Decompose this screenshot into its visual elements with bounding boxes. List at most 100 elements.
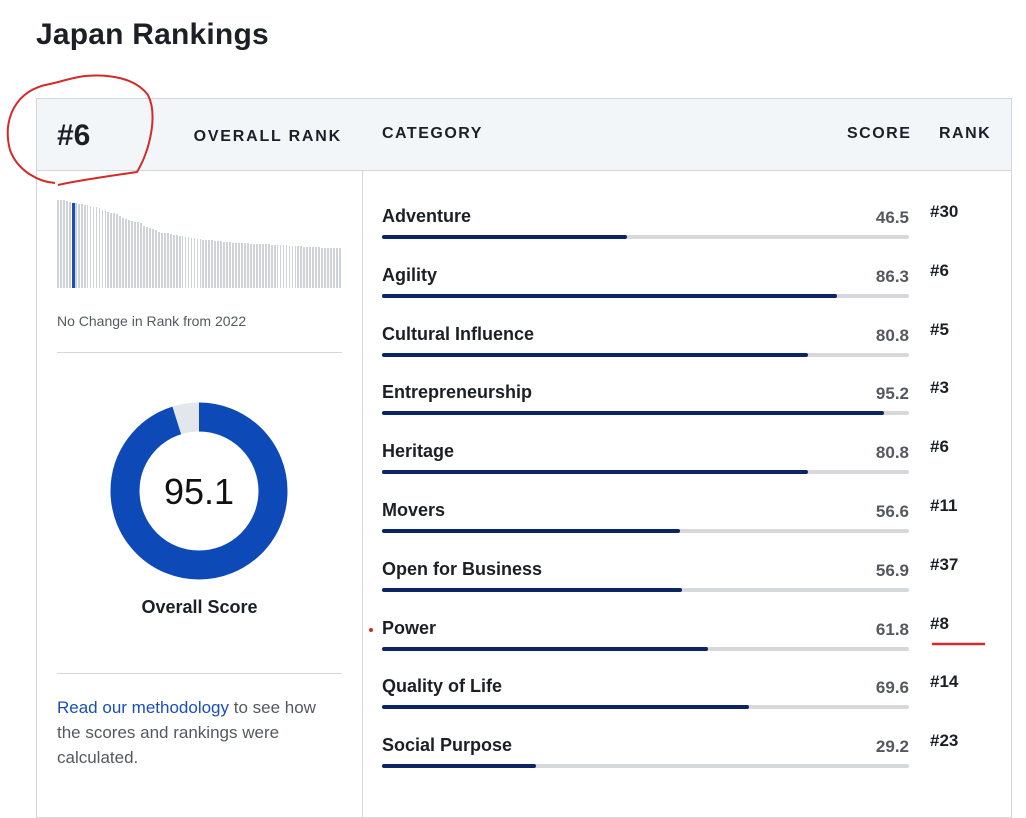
sparkline-bar xyxy=(276,244,279,288)
category-score: 80.8 xyxy=(875,325,909,345)
category-rank: #6 xyxy=(930,437,949,457)
sparkline-bar xyxy=(92,207,95,288)
page-title: Japan Rankings xyxy=(36,18,269,51)
sparkline-bar xyxy=(110,213,113,288)
methodology-text: to see how the scores and rankings were … xyxy=(57,698,316,767)
sparkline-bar xyxy=(336,248,338,288)
score-bar-track xyxy=(382,705,909,710)
sparkline-bar xyxy=(294,245,297,288)
category-name: Adventure xyxy=(382,206,472,226)
overall-score-value: 95.1 xyxy=(163,471,235,512)
score-bar-fill xyxy=(382,352,808,357)
sparkline-bar xyxy=(202,239,205,288)
sparkline-bar-highlight xyxy=(71,202,75,288)
sparkline-bar xyxy=(241,243,243,288)
score-bar-track xyxy=(382,587,909,592)
rank-distribution-sparkline xyxy=(57,200,342,288)
sparkline-bar xyxy=(119,215,122,288)
category-row: Social Purpose 29.2 #23 xyxy=(382,731,1002,785)
score-bar-fill xyxy=(382,646,708,651)
sparkline-bar xyxy=(205,239,208,288)
overall-rank-value: #6 xyxy=(57,119,91,152)
sparkline-bar xyxy=(154,229,157,288)
donut-fill xyxy=(110,402,288,580)
sparkline-bar xyxy=(267,244,270,288)
sparkline-bar xyxy=(339,248,341,288)
score-bar-track xyxy=(382,646,909,651)
sparkline-bar xyxy=(232,243,234,288)
sparkline-bar xyxy=(193,237,196,288)
sparkline-bar xyxy=(131,221,134,288)
sparkline-bar xyxy=(184,236,187,288)
category-rank: #11 xyxy=(930,496,958,515)
category-rank: #5 xyxy=(930,319,949,339)
sparkline-bar xyxy=(104,210,107,288)
category-name: Open for Business xyxy=(382,558,543,579)
category-rank: #30 xyxy=(930,202,959,221)
score-bar-fill xyxy=(382,470,808,475)
sparkline-bar xyxy=(273,244,276,288)
sparkline-bar xyxy=(318,246,321,288)
methodology-link[interactable]: Read our methodology xyxy=(57,698,230,717)
sparkline-bar xyxy=(181,236,184,288)
category-row: Quality of Life 69.6 #14 xyxy=(382,672,1002,726)
sparkline-bar xyxy=(255,244,258,288)
category-rank: #3 xyxy=(930,378,949,398)
score-bar-fill xyxy=(382,705,749,710)
sparkline-bar xyxy=(163,233,166,288)
score-bar-fill xyxy=(382,529,681,533)
score-bar-fill xyxy=(382,587,682,592)
sparkline-bar xyxy=(125,219,128,288)
sparkline-bar xyxy=(199,238,202,288)
category-name: Agility xyxy=(382,264,438,285)
sparkline-bar xyxy=(333,248,335,288)
category-row: Cultural Influence 80.8 #5 xyxy=(382,320,1002,374)
score-bar-track xyxy=(382,235,909,239)
category-row: Movers 56.6 #11 xyxy=(382,496,1002,550)
sparkline-bar xyxy=(315,246,318,288)
sparkline-bar xyxy=(306,246,309,288)
category-rank: #37 xyxy=(930,554,959,574)
sparkline-bar xyxy=(252,244,255,288)
rank-change-note: No Change in Rank from 2022 xyxy=(57,313,247,329)
sparkline-bar xyxy=(160,232,163,288)
category-name: Entrepreneurship xyxy=(382,382,533,403)
sparkline-bar xyxy=(98,207,101,288)
sparkline-bar xyxy=(57,200,59,288)
methodology-note: Read our methodology to see how the scor… xyxy=(57,695,342,770)
sparkline-bar xyxy=(80,204,83,288)
category-row: Adventure 46.5 #30 xyxy=(382,202,1002,256)
category-score: 80.8 xyxy=(875,443,909,463)
sparkline-bar xyxy=(190,237,193,288)
category-rank: #14 xyxy=(930,672,959,692)
sparkline-bar xyxy=(152,229,154,288)
sparkline-bar xyxy=(83,205,86,288)
score-header-label: SCORE xyxy=(847,125,912,142)
sparkline-bar xyxy=(175,235,178,288)
sparkline-bar xyxy=(178,236,181,288)
sparkline-bar xyxy=(282,244,285,288)
category-row: Power 61.8 #8 xyxy=(382,614,1002,668)
sparkline-bar xyxy=(146,227,148,288)
score-bar-fill xyxy=(382,411,884,416)
overall-rank-label: OVERALL RANK xyxy=(193,128,342,145)
score-bar-fill xyxy=(382,293,837,298)
sparkline-bar xyxy=(223,242,226,288)
sparkline-bar xyxy=(166,233,169,288)
category-row: Entrepreneurship 95.2 #3 xyxy=(382,378,1002,432)
rankings-panel: #6 OVERALL RANK No Change in Rank from 2… xyxy=(36,98,1012,818)
sparkline-bar xyxy=(89,206,92,288)
sparkline-bar xyxy=(172,235,175,288)
sparkline-bar xyxy=(285,244,288,288)
category-name: Social Purpose xyxy=(382,735,513,756)
sparkline-bar xyxy=(220,241,223,288)
sparkline-bar xyxy=(86,205,89,288)
overall-header: #6 OVERALL RANK xyxy=(37,99,362,171)
category-score: 69.6 xyxy=(875,678,909,698)
category-row: Open for Business 56.9 #37 xyxy=(382,555,1002,609)
sparkline-bar xyxy=(244,243,246,288)
sparkline-bar xyxy=(116,214,119,288)
divider xyxy=(57,673,342,674)
category-header-label: CATEGORY xyxy=(382,125,483,142)
score-bar-track xyxy=(382,529,909,533)
